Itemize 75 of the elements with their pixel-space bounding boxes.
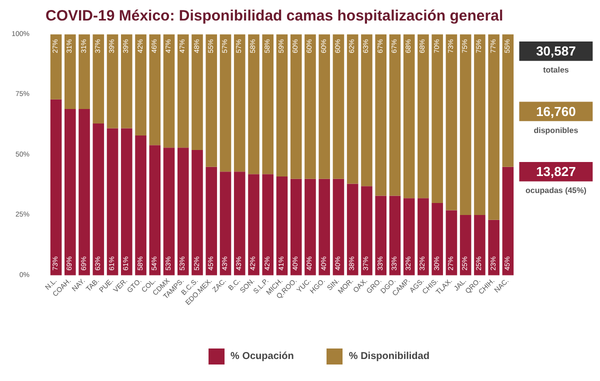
bar bbox=[346, 34, 358, 184]
bar bbox=[474, 215, 486, 276]
bar bbox=[120, 128, 132, 276]
bar bbox=[64, 109, 76, 276]
bar bbox=[276, 34, 288, 176]
bar bbox=[92, 34, 104, 124]
bar bbox=[332, 34, 344, 179]
text: ocupadas (45%) bbox=[526, 186, 587, 196]
bar bbox=[276, 176, 288, 276]
bar bbox=[318, 34, 330, 179]
bar bbox=[432, 203, 443, 276]
text: 30,587 bbox=[536, 44, 576, 59]
bar bbox=[361, 186, 372, 276]
bar bbox=[64, 34, 76, 110]
bar bbox=[248, 174, 260, 276]
bar bbox=[389, 34, 401, 196]
text: 16,760 bbox=[536, 104, 576, 119]
bar bbox=[234, 172, 246, 276]
bar bbox=[446, 210, 458, 276]
bar bbox=[206, 34, 218, 167]
text: 13,827 bbox=[536, 164, 576, 180]
bar bbox=[92, 123, 104, 276]
bar bbox=[460, 215, 472, 276]
bar bbox=[403, 198, 415, 276]
bar bbox=[346, 184, 358, 276]
chart-title: COVID-19 México: Disponibilidad camas hospitalización general bbox=[46, 8, 504, 24]
bar bbox=[418, 198, 429, 276]
legend-label: % Disponibilidad bbox=[348, 350, 430, 362]
bar bbox=[361, 34, 372, 186]
bar bbox=[149, 145, 161, 276]
bar bbox=[78, 34, 90, 110]
bar bbox=[163, 148, 175, 276]
bar bbox=[318, 178, 330, 276]
bar bbox=[403, 34, 415, 198]
bar bbox=[432, 34, 443, 203]
bar bbox=[488, 220, 500, 276]
bar bbox=[304, 178, 316, 276]
bar bbox=[206, 166, 218, 276]
bar bbox=[106, 128, 118, 276]
bar bbox=[120, 34, 132, 128]
bar bbox=[290, 178, 302, 276]
bar bbox=[389, 196, 401, 276]
bar bbox=[304, 34, 316, 179]
bar bbox=[220, 34, 232, 172]
bar bbox=[290, 34, 302, 179]
bar bbox=[234, 34, 246, 172]
bar bbox=[135, 34, 146, 136]
legend-label: % Ocupación bbox=[230, 350, 294, 362]
text: disponibles bbox=[534, 126, 579, 135]
bar bbox=[192, 150, 203, 276]
bar bbox=[177, 148, 189, 276]
bar bbox=[192, 34, 203, 150]
bar bbox=[262, 174, 274, 276]
bar bbox=[149, 34, 161, 146]
bar bbox=[135, 136, 146, 276]
bar bbox=[163, 34, 175, 148]
bar bbox=[474, 34, 486, 216]
text: totales bbox=[543, 66, 570, 75]
bar bbox=[220, 172, 232, 276]
bar bbox=[332, 178, 344, 276]
bar bbox=[502, 166, 514, 276]
bar bbox=[446, 34, 458, 210]
bar bbox=[248, 34, 260, 174]
bar bbox=[50, 34, 62, 100]
bar bbox=[262, 34, 274, 174]
bar bbox=[177, 34, 189, 148]
bar bbox=[106, 34, 118, 128]
bar bbox=[375, 196, 386, 276]
bar bbox=[502, 34, 514, 167]
bar bbox=[488, 34, 500, 220]
bar bbox=[418, 34, 429, 198]
bar bbox=[50, 99, 62, 276]
bar bbox=[460, 34, 472, 216]
bar bbox=[78, 109, 90, 276]
bar bbox=[375, 34, 386, 196]
